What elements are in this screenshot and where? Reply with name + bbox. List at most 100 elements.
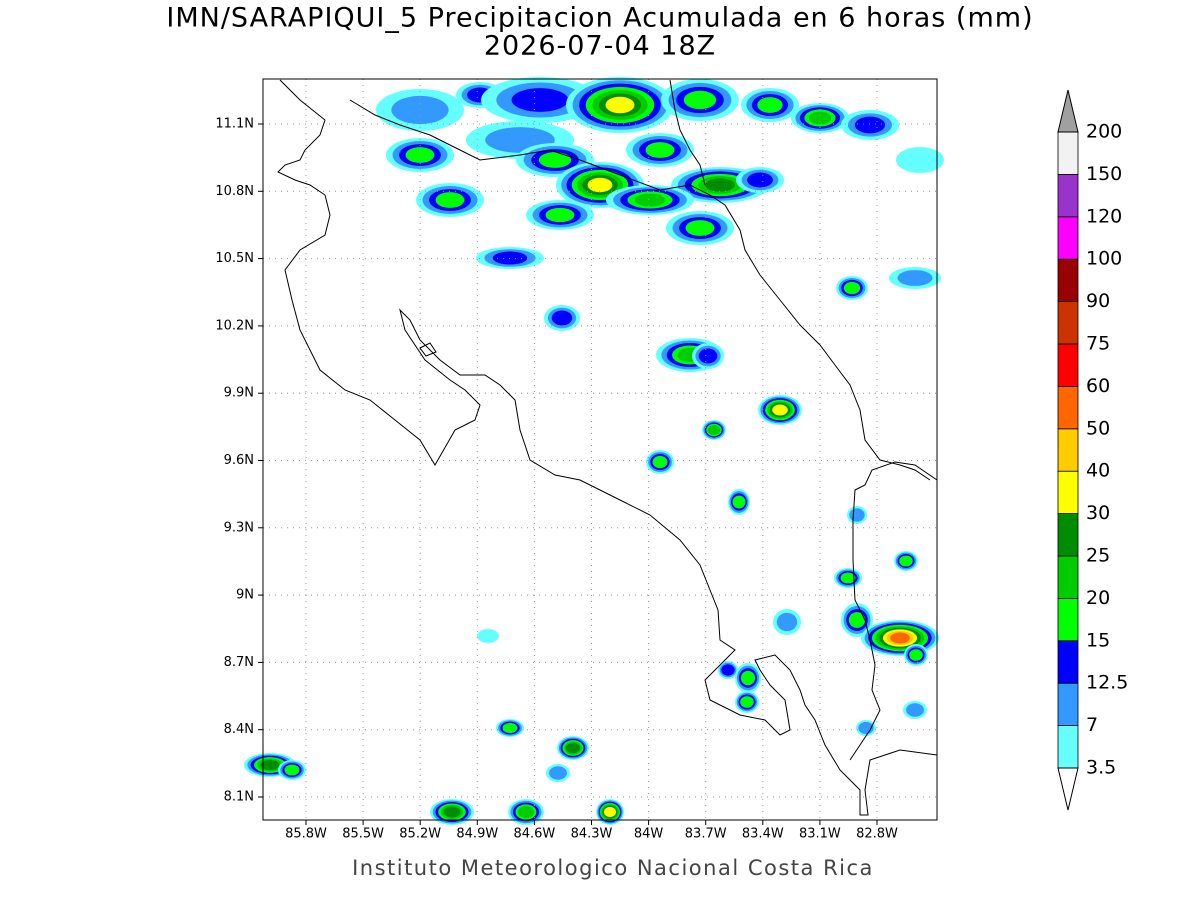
footer: Instituto Meteorologico Nacional Costa R…	[352, 856, 874, 880]
precip-contour	[551, 310, 573, 326]
precip-contour	[284, 764, 300, 776]
lon-label: 83.7W	[685, 827, 727, 842]
colorbar-label: 100	[1086, 248, 1122, 270]
axes: 85.8W 85.5W 85.2W 84.9W 84.6W 84.3W 84W 83.7W 83…	[215, 117, 898, 842]
border	[669, 79, 706, 186]
precip-contour	[566, 742, 580, 754]
precip-contour	[605, 96, 635, 114]
lon-label: 84W	[634, 827, 664, 842]
lon-label: 85.2W	[399, 827, 441, 842]
colorbar-segment	[1057, 428, 1079, 472]
lon-label: 84.3W	[571, 827, 613, 842]
colorbar-label: 12.5	[1086, 672, 1128, 694]
precip-contour	[840, 572, 856, 584]
lon-label: 83.1W	[799, 827, 841, 842]
precip-contour	[645, 142, 675, 158]
precip-contour	[896, 147, 944, 173]
title: IMN/SARAPIQUI_5 Precipitacion Acumulada …	[166, 3, 1033, 34]
precip-contour	[545, 207, 575, 223]
colorbar-segment	[1057, 598, 1079, 642]
precip-contour	[502, 722, 518, 734]
precip-contour	[747, 172, 773, 188]
precip-contour	[260, 759, 280, 771]
colorbar-segment	[1057, 385, 1079, 430]
lon-label: 84.6W	[513, 827, 555, 842]
lat-label: 10.5N	[215, 251, 254, 266]
lon-label: 82.8W	[856, 827, 898, 842]
precip-contour	[652, 455, 668, 469]
coastline	[849, 461, 938, 761]
precip-contour	[843, 281, 861, 295]
grid	[263, 79, 937, 820]
border	[349, 99, 931, 481]
precip-contour	[909, 649, 923, 661]
colorbar-label: 25	[1086, 545, 1110, 567]
lat-label: 9.3N	[224, 520, 254, 535]
precip-contour	[492, 251, 528, 265]
colorbar-segment	[1057, 640, 1079, 684]
island	[419, 342, 437, 357]
colorbar-segment	[1057, 301, 1079, 345]
colorbar-label: 120	[1086, 205, 1122, 227]
colorbar-label: 75	[1086, 333, 1110, 355]
precip-contour	[405, 147, 435, 163]
precip-contour	[849, 508, 865, 522]
precip-contour	[435, 192, 465, 208]
coastline	[277, 79, 938, 816]
precip-contour	[698, 348, 718, 364]
precip-contour	[757, 97, 783, 113]
precip-contour	[772, 404, 788, 416]
precip-contour	[518, 806, 534, 818]
precip-contour	[634, 193, 666, 207]
lat-label: 10.8N	[215, 184, 254, 199]
lat-label: 9.9N	[224, 386, 254, 401]
precip-contour	[685, 220, 715, 236]
colorbar-label: 40	[1086, 460, 1110, 482]
lon-label: 84.9W	[456, 827, 498, 842]
lon-label: 85.8W	[285, 827, 327, 842]
colorbar-under	[1057, 767, 1079, 811]
precip-contour	[511, 88, 569, 112]
precip-contour	[683, 90, 717, 110]
colorbar-segment	[1057, 343, 1079, 387]
precip-contour	[808, 111, 832, 125]
lat-label: 8.4N	[224, 722, 254, 737]
precip-contour	[740, 670, 756, 686]
colorbar-segment	[1057, 555, 1079, 599]
lat-label: 10.2N	[215, 318, 254, 333]
colorbar-segment	[1057, 682, 1079, 727]
colorbar-label: 50	[1086, 417, 1110, 439]
precip-contour	[603, 806, 617, 818]
precip-contour	[443, 806, 461, 818]
lat-label: 9N	[236, 588, 254, 603]
precip-contour	[740, 696, 754, 708]
map-frame	[262, 78, 938, 821]
precip-contour	[776, 612, 798, 632]
colorbar-label: 90	[1086, 290, 1110, 312]
lat-label: 11.1N	[215, 117, 254, 132]
colorbar: 3.5 7 12.5 15 20 25 30 40 50 60 75 90 100 120 150 200	[1057, 89, 1128, 811]
colorbar-label: 20	[1086, 587, 1110, 609]
lon-label: 85.5W	[342, 827, 384, 842]
colorbar-segment	[1057, 513, 1079, 557]
colorbar-segment	[1057, 216, 1079, 260]
colorbar-label: 7	[1086, 714, 1098, 736]
colorbar-segment	[1057, 470, 1079, 515]
colorbar-segment	[1057, 725, 1079, 769]
lat-label: 8.7N	[224, 655, 254, 670]
precip-contour	[587, 177, 613, 193]
precip-contour	[890, 632, 910, 644]
precip-contour	[707, 425, 721, 435]
coastlines	[277, 79, 938, 816]
colorbar-label: 15	[1086, 629, 1110, 651]
colorbar-over	[1057, 89, 1079, 133]
precip-contour	[721, 664, 735, 676]
lon-label: 83.4W	[742, 827, 784, 842]
precip-contour	[549, 766, 567, 780]
precip-contour	[732, 495, 746, 509]
precipitation-field	[244, 77, 944, 825]
colorbar-label: 3.5	[1086, 757, 1116, 779]
precip-contour	[848, 612, 866, 628]
lat-label: 8.1N	[224, 790, 254, 805]
